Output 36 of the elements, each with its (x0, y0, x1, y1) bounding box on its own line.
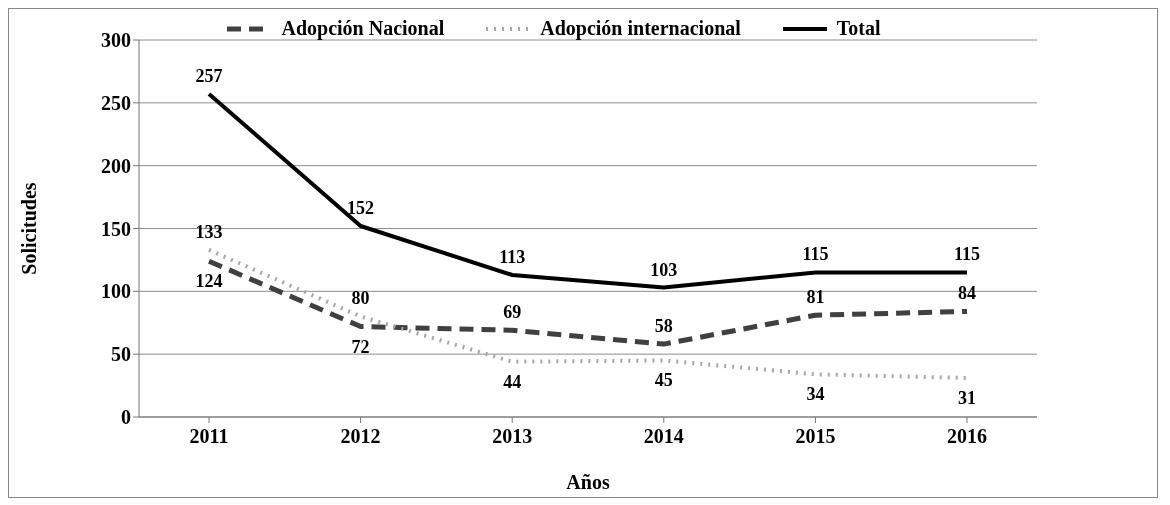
data-label: 115 (953, 244, 981, 265)
data-label: 34 (806, 384, 825, 405)
x-tick-label: 2016 (947, 425, 987, 448)
y-tick-label: 250 (101, 91, 131, 114)
data-label: 81 (806, 287, 825, 308)
data-label: 58 (654, 316, 673, 337)
y-tick-label: 200 (101, 154, 131, 177)
y-tick-label: 150 (101, 217, 131, 240)
x-tick-label: 2013 (492, 425, 533, 448)
legend-label: Adopción internacional (540, 17, 741, 40)
data-label: 72 (351, 336, 370, 357)
x-tick-label: 2014 (643, 425, 684, 448)
y-tick-label: 50 (111, 343, 131, 366)
data-label: 31 (958, 388, 976, 409)
y-tick-label: 0 (121, 406, 131, 429)
y-axis-title: Solicitudes (18, 182, 41, 275)
legend-label: Total (836, 17, 881, 40)
x-tick-label: 2012 (340, 425, 381, 448)
x-tick-label: 2015 (795, 425, 836, 448)
data-label: 69 (503, 302, 522, 323)
data-label: 115 (802, 244, 829, 265)
data-label: 103 (650, 259, 678, 280)
data-label: 257 (195, 66, 223, 87)
x-tick-label: 2011 (189, 425, 229, 448)
data-label: 133 (195, 221, 223, 242)
data-label: 152 (347, 197, 375, 218)
data-label: 124 (195, 271, 223, 292)
y-tick-label: 300 (101, 29, 131, 52)
legend-label: Adopción Nacional (281, 17, 445, 40)
data-label: 80 (351, 288, 370, 309)
data-label: 45 (654, 370, 673, 391)
x-axis-title: Años (566, 471, 610, 493)
data-label: 84 (958, 283, 976, 304)
data-label: 44 (503, 371, 522, 392)
data-label: 113 (499, 247, 526, 267)
y-tick-label: 100 (101, 280, 131, 303)
